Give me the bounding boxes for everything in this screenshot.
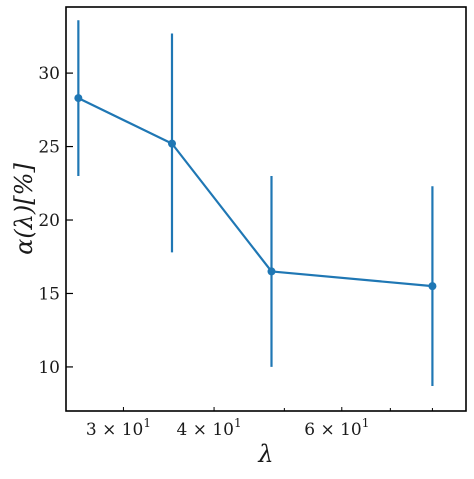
x-tick-label-exponent: 1	[143, 416, 151, 430]
plot-layer	[74, 20, 437, 387]
plot-frame	[65, 6, 467, 412]
x-axis-title: λ	[257, 440, 273, 468]
y-axis-title: α(λ)[%]	[10, 163, 38, 255]
x-tick-label-base: 3 × 10	[86, 420, 144, 440]
y-tick-label: 25	[38, 138, 60, 158]
x-tick-label-exponent: 1	[362, 416, 370, 430]
y-tick-label: 10	[38, 358, 60, 378]
data-point	[267, 267, 276, 276]
x-tick-label-base: 4 × 10	[176, 420, 234, 440]
y-tick-label: 15	[38, 284, 60, 304]
x-tick-label-base: 6 × 10	[304, 420, 362, 440]
x-tick-label: 6 × 101	[304, 416, 369, 440]
y-tick-label: 30	[38, 64, 60, 84]
data-point	[167, 139, 176, 148]
data-point	[428, 282, 437, 291]
x-tick-label-exponent: 1	[234, 416, 242, 430]
series-line	[77, 97, 433, 288]
data-point	[74, 94, 83, 103]
y-tick-label: 20	[38, 211, 60, 231]
x-tick-label: 3 × 101	[86, 416, 151, 440]
x-tick-label: 4 × 101	[176, 416, 241, 440]
